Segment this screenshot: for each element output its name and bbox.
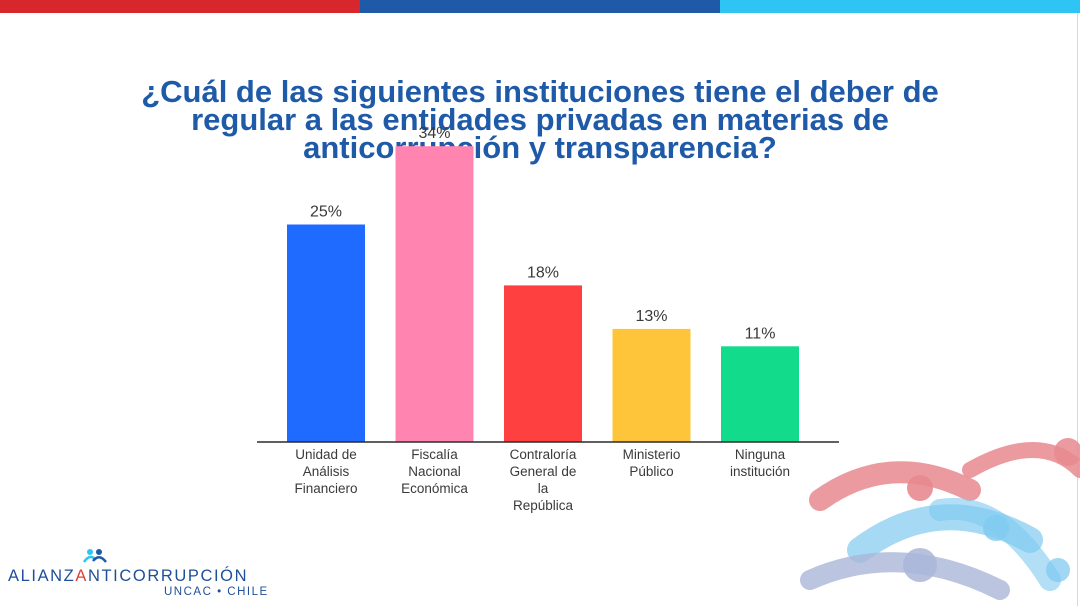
logo-accent-letter: A — [75, 567, 88, 585]
category-label-2: Contraloría General de la República — [510, 447, 577, 513]
bar-4 — [721, 346, 799, 442]
bar-0 — [287, 224, 365, 442]
category-label-3: Ministerio Público — [623, 447, 681, 479]
category-label-4: Ninguna institución — [730, 447, 790, 479]
value-label-0: 25% — [310, 204, 342, 221]
top-bar-cyan — [720, 0, 1080, 13]
bar-1 — [395, 146, 474, 442]
bar-2 — [504, 285, 582, 442]
alianza-anticorrupcion-logo: ALIANZANTICORRUPCIÓN UNCAC • CHILE — [8, 548, 278, 606]
value-label-2: 18% — [527, 264, 559, 281]
value-label-3: 13% — [635, 308, 667, 325]
logo-subtitle: UNCAC • CHILE — [164, 586, 269, 598]
decorative-figures — [800, 430, 1080, 611]
logo-wordmark: ALIANZANTICORRUPCIÓN — [8, 567, 248, 586]
category-label-1: Fiscalía Nacional Económica — [401, 447, 468, 496]
slide-border — [1077, 13, 1078, 606]
title-line-1: ¿Cuál de las siguientes instituciones ti… — [141, 74, 939, 109]
logo-figures-icon — [82, 549, 107, 563]
top-bar-blue — [360, 0, 720, 13]
top-bar-red — [0, 0, 360, 13]
bars-layer: 25% Unidad de Análisis Financiero 34% Fiscalí… — [287, 125, 799, 513]
value-label-1: 34% — [418, 125, 450, 142]
category-label-0: Unidad de Análisis Financiero — [294, 447, 357, 496]
bar-3 — [612, 328, 691, 442]
logo-suffix: NTICORRUPCIÓN — [87, 567, 249, 585]
top-color-bar — [0, 0, 1080, 13]
value-label-4: 11% — [745, 325, 776, 342]
title-line-2: regular a las entidades privadas en mate… — [191, 102, 889, 137]
question-title: ¿Cuál de las siguientes instituciones ti… — [0, 74, 1080, 165]
title-line-3: anticorrupción y transparencia? — [303, 130, 777, 165]
logo-prefix: ALIANZ — [8, 567, 76, 585]
